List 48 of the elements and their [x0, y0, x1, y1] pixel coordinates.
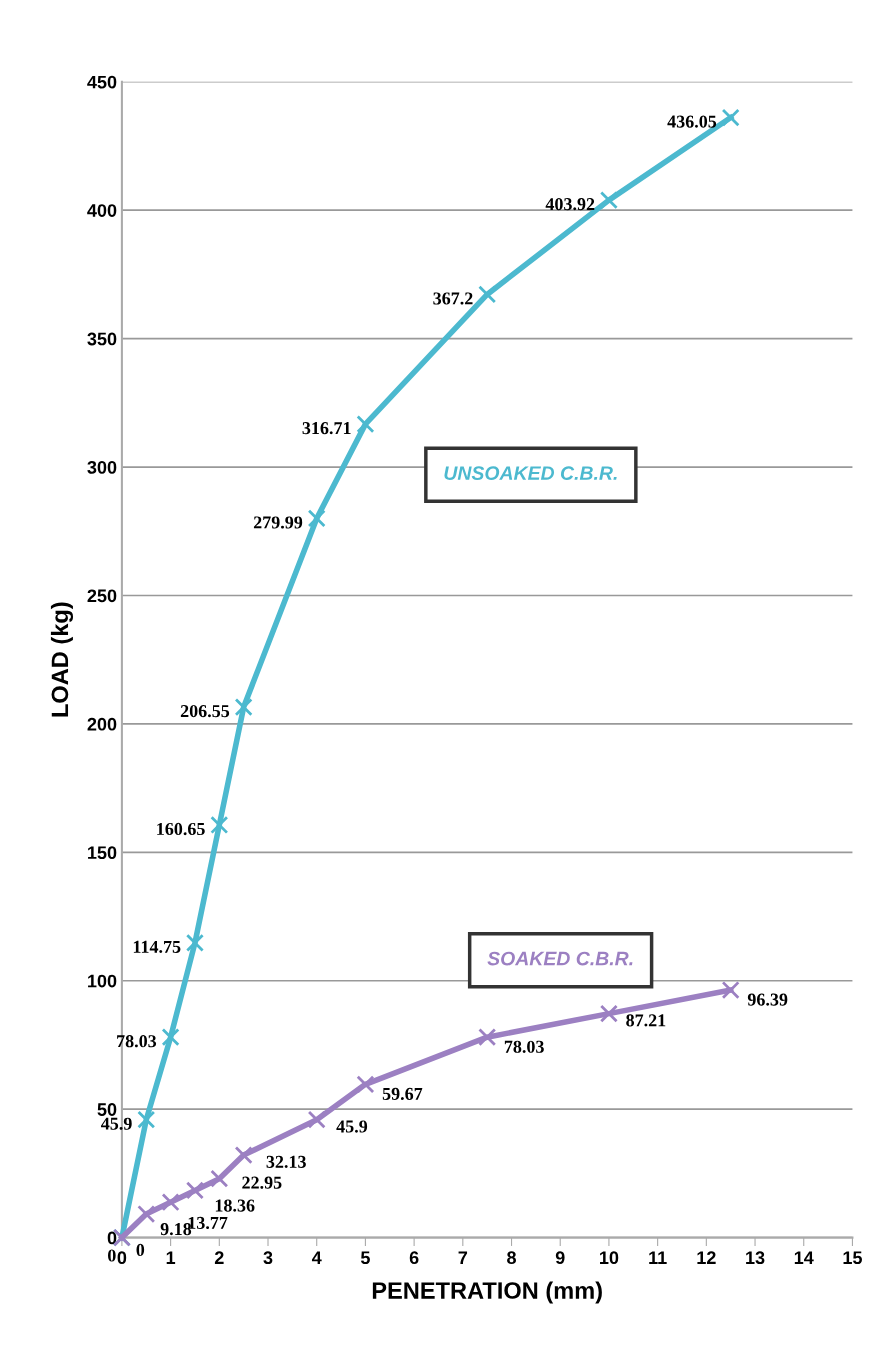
data-label: 279.99 [253, 516, 303, 529]
x-tick-label: 8 [507, 1251, 516, 1265]
y-tick-label: 100 [88, 974, 117, 988]
data-label: 78.03 [117, 1035, 157, 1048]
x-tick-label: 3 [263, 1251, 273, 1265]
y-tick-label: 400 [87, 204, 117, 217]
x-tick-label: 2 [214, 1251, 224, 1264]
text: SOAKED C.B.R. [487, 951, 633, 966]
y-tick-label: 0 [107, 1231, 117, 1245]
y-tick-label: 350 [87, 332, 117, 346]
text: UNSOAKED C.B.R. [444, 466, 617, 480]
y-tick-label: 450 [87, 75, 117, 89]
data-label: 436.05 [667, 115, 717, 128]
y-tick-label: 250 [87, 589, 117, 603]
x-tick-label: 13 [746, 1251, 765, 1265]
x-tick-label: 5 [360, 1251, 370, 1265]
y-tick-label: 50 [97, 1103, 117, 1116]
data-label: 59.67 [382, 1087, 423, 1101]
x-tick-label: 10 [600, 1251, 619, 1265]
x-tick-label: 4 [311, 1251, 322, 1264]
data-label: 22.95 [242, 1176, 282, 1189]
x-tick-label: 0 [117, 1251, 127, 1265]
data-label: 18.36 [215, 1199, 255, 1212]
data-label: 206.55 [180, 704, 230, 718]
data-label: 32.13 [266, 1155, 306, 1169]
data-label: 45.9 [101, 1117, 132, 1130]
x-tick-label: 12 [697, 1251, 716, 1264]
x-tick-label: 14 [794, 1251, 814, 1264]
x-tick-label: 1 [166, 1251, 176, 1264]
x-tick-label: 6 [409, 1251, 419, 1265]
data-label: 403.92 [545, 198, 595, 211]
x-tick-label: 15 [843, 1251, 862, 1265]
x-tick-label: 7 [458, 1251, 468, 1264]
y-axis-title: LOAD (kg) [50, 602, 74, 717]
data-label: 45.9 [336, 1120, 368, 1133]
x-axis-title: PENETRATION (mm) [372, 1281, 602, 1304]
data-label: 78.03 [504, 1040, 544, 1053]
data-label: 316.71 [302, 422, 351, 435]
x-tick-label: 9 [555, 1251, 565, 1265]
y-tick-label: 300 [87, 460, 117, 474]
y-tick-label: 150 [88, 846, 117, 860]
data-label: 160.65 [157, 822, 205, 836]
y-tick-label: 200 [87, 717, 117, 731]
data-label: 114.75 [133, 940, 181, 954]
data-label: 96.39 [747, 993, 788, 1006]
data-label: 87.21 [626, 1014, 666, 1027]
data-label: 367.2 [433, 292, 473, 305]
x-tick-label: 11 [649, 1251, 667, 1264]
